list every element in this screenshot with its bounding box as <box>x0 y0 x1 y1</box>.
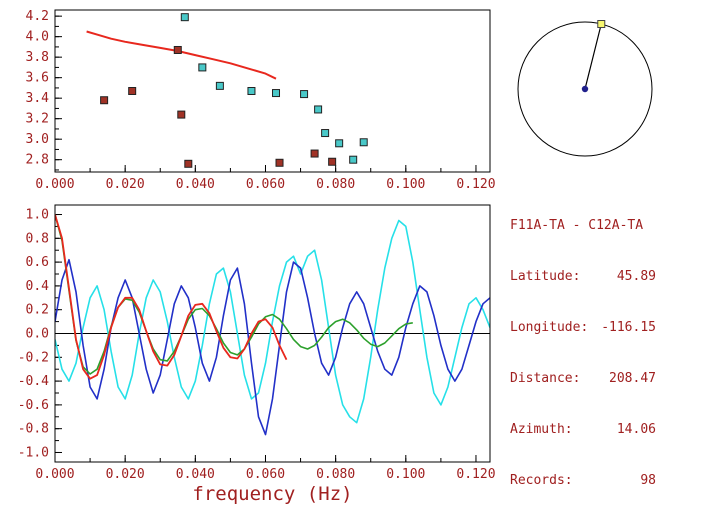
waveform-plot[interactable]: 0.000 0.020 0.040 0.060 0.080 0.100 0.120 1.0 0.… <box>0 200 500 519</box>
picks-cyan-marker <box>198 63 207 72</box>
info-row-longitude: Longitude: -116.15 <box>510 319 656 336</box>
picks-dark-red-marker <box>177 110 186 119</box>
picks-cyan-marker <box>321 129 330 138</box>
picks-dark-red-marker <box>275 158 284 167</box>
x-tick-label: 0.080 <box>316 467 355 482</box>
info-row-records: Records: 98 <box>510 472 656 489</box>
picks-dark-red-marker <box>173 45 182 54</box>
latitude-label: Latitude: <box>510 269 581 284</box>
picks-dark-red-marker <box>310 149 319 158</box>
azimuth-circle-plot <box>517 20 653 157</box>
y-tick-label: 0.4 <box>26 279 50 294</box>
picks-dark-red-marker <box>128 87 137 95</box>
x-tick-label: 0.120 <box>456 467 495 482</box>
fit-red <box>55 214 288 380</box>
y-tick-label: 4.0 <box>26 30 49 45</box>
picks-cyan-marker <box>247 87 256 95</box>
y-tick-label: -0.4 <box>18 374 49 389</box>
azimuth-label: Azimuth: <box>510 422 573 437</box>
y-tick-label: 3.2 <box>26 112 49 127</box>
pair-station-marker <box>597 20 606 29</box>
x-tick-label: 0.060 <box>246 177 285 192</box>
y-tick-label: 3.8 <box>26 50 49 65</box>
x-tick-label: 0.040 <box>176 467 215 482</box>
records-label: Records: <box>510 473 573 488</box>
distance-value: 208.47 <box>609 371 656 386</box>
x-tick-label: 0.040 <box>176 177 215 192</box>
picks-cyan-marker <box>180 13 189 22</box>
picks-dark-red-marker <box>328 157 337 166</box>
x-tick-label: 0.000 <box>35 177 74 192</box>
y-tick-label: 3.4 <box>26 91 50 106</box>
y-tick-label: 0.0 <box>26 327 49 342</box>
info-row-azimuth: Azimuth: 14.06 <box>510 421 656 438</box>
waveform-cyan <box>55 219 490 424</box>
y-tick-label: 1.0 <box>26 208 49 223</box>
longitude-label: Longitude: <box>510 320 589 335</box>
y-tick-label: -1.0 <box>18 445 49 460</box>
picks-cyan-marker <box>335 139 344 148</box>
x-tick-label: 0.020 <box>106 467 145 482</box>
picks-dark-red-marker <box>100 96 109 105</box>
x-tick-label: 0.100 <box>386 177 425 192</box>
y-tick-label: -0.6 <box>18 398 49 413</box>
x-axis-label: frequency (Hz) <box>192 483 352 505</box>
x-tick-label: 0.080 <box>316 177 355 192</box>
dispersion-plot[interactable]: 0.000 0.020 0.040 0.060 0.080 0.100 0.120 4.2 4.… <box>0 0 500 200</box>
picks-cyan-marker <box>215 81 224 90</box>
longitude-value: -116.15 <box>601 320 656 335</box>
picks-cyan-marker <box>314 105 323 114</box>
records-value: 98 <box>640 473 656 488</box>
reference-dispersion-curve <box>86 30 277 80</box>
y-tick-label: 4.2 <box>26 9 49 24</box>
picks-cyan-marker <box>349 155 358 164</box>
azimuth-line <box>584 23 602 90</box>
waveform-blue <box>55 258 490 436</box>
y-tick-label: 3.0 <box>26 132 49 147</box>
y-tick-label: -0.2 <box>18 350 49 365</box>
picks-cyan-marker <box>300 90 309 99</box>
picks-cyan-marker <box>359 138 368 147</box>
station-pair-info: F11A-TA - C12A-TA Latitude: 45.89 Longit… <box>510 183 656 519</box>
info-row-latitude: Latitude: 45.89 <box>510 268 656 285</box>
azimuth-value: 14.06 <box>616 422 656 437</box>
great-circle <box>517 21 653 157</box>
y-tick-label: 3.6 <box>26 71 49 86</box>
y-tick-label: 0.6 <box>26 255 49 270</box>
latitude-value: 45.89 <box>616 269 656 284</box>
info-row-distance: Distance: 208.47 <box>510 370 656 387</box>
fit-green <box>55 214 413 375</box>
distance-label: Distance: <box>510 371 581 386</box>
plot-border <box>54 204 491 463</box>
x-tick-label: 0.120 <box>456 177 495 192</box>
y-tick-label: 0.2 <box>26 303 49 318</box>
y-tick-label: 0.8 <box>26 231 49 246</box>
station-pair-title: F11A-TA - C12A-TA <box>510 218 644 233</box>
x-tick-label: 0.020 <box>106 177 145 192</box>
y-tick-label: 2.8 <box>26 153 49 168</box>
picks-dark-red-marker <box>184 159 193 168</box>
x-tick-label: 0.000 <box>35 467 74 482</box>
picks-cyan-marker <box>272 89 281 98</box>
y-tick-label: -0.8 <box>18 422 49 437</box>
plot-border <box>54 9 491 173</box>
x-tick-label: 0.060 <box>246 467 285 482</box>
station-dot <box>581 85 589 93</box>
x-tick-label: 0.100 <box>386 467 425 482</box>
